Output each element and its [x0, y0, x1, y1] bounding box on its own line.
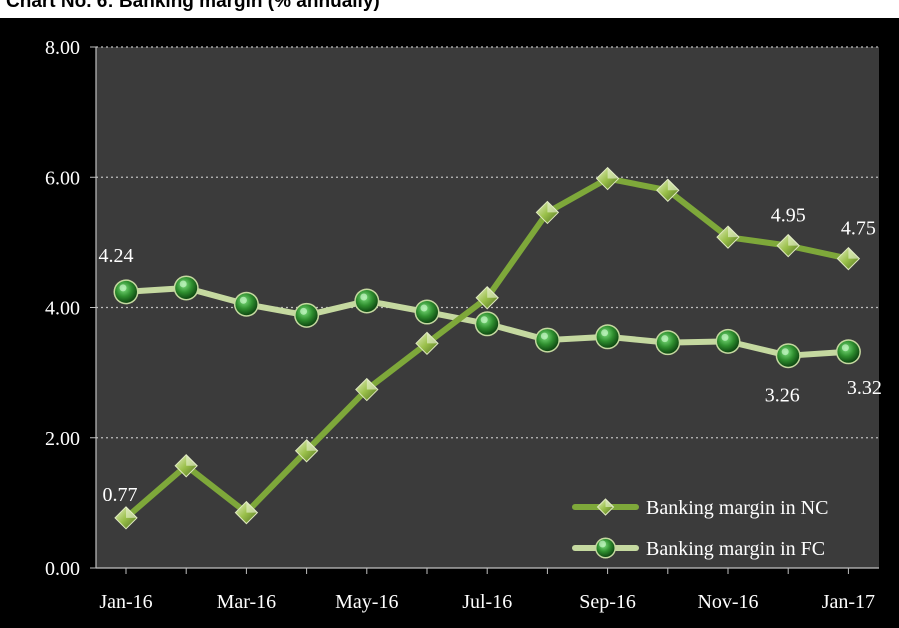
data-point-nc: [535, 200, 560, 225]
data-point-fc: [414, 299, 440, 325]
data-point-nc: [294, 439, 319, 463]
data-point-nc: [355, 377, 379, 402]
data-labels: 0.77 4.95 4.75 4.24 3.26 3.32: [99, 205, 882, 506]
data-label: 3.26: [765, 385, 800, 407]
data-point-fc: [534, 327, 560, 353]
y-tick-label: 2.00: [45, 428, 80, 450]
chart-title: Chart No. 6: Banking margin (% annually): [6, 0, 380, 12]
x-axis-ticks: Jan-16 Mar-16 May-16 Jul-16 Sep-16 Nov-16 Jan-…: [99, 568, 875, 613]
series-group: [113, 166, 861, 530]
x-tick-label: Jul-16: [462, 591, 512, 613]
data-point-nc: [415, 331, 439, 356]
data-point-fc: [233, 291, 259, 317]
data-label: 4.24: [99, 245, 134, 267]
legend-item-nc: Banking margin in NC: [572, 497, 828, 519]
legend-marker-fc: [595, 537, 616, 559]
y-tick-label: 8.00: [45, 37, 80, 59]
data-point-fc: [294, 302, 320, 328]
x-tick-label: Jan-16: [99, 591, 152, 613]
data-point-fc: [775, 343, 801, 369]
data-label: 4.95: [771, 205, 806, 227]
x-tick-label: Mar-16: [217, 591, 277, 613]
data-point-fc: [113, 279, 139, 305]
data-label: 3.32: [847, 377, 882, 399]
data-point-fc: [835, 339, 861, 365]
data-point-nc: [836, 246, 861, 271]
legend-label: Banking margin in FC: [646, 538, 825, 560]
y-axis-ticks: 0.00 2.00 4.00 6.00 8.00: [45, 37, 96, 580]
x-tick-label: May-16: [335, 591, 398, 613]
y-tick-label: 4.00: [45, 298, 80, 320]
x-tick-label: Nov-16: [697, 591, 758, 613]
data-point-fc: [715, 328, 741, 354]
data-point-fc: [354, 288, 380, 314]
data-point-nc: [475, 286, 499, 310]
y-tick-label: 6.00: [45, 167, 80, 189]
data-label: 4.75: [841, 218, 876, 240]
y-tick-label: 0.00: [45, 558, 80, 580]
data-point-fc: [474, 311, 500, 337]
data-label: 0.77: [103, 484, 138, 506]
legend-marker-nc: [596, 498, 615, 516]
data-point-nc: [716, 225, 740, 249]
data-point-fc: [655, 330, 681, 356]
data-point-nc: [234, 500, 259, 525]
x-tick-label: Jan-17: [822, 591, 875, 613]
data-point-nc: [174, 454, 198, 478]
legend: Banking margin in NC Banking margin in FC: [572, 497, 828, 560]
data-point-nc: [114, 506, 138, 530]
x-tick-label: Sep-16: [579, 591, 636, 613]
data-point-nc: [776, 233, 800, 258]
data-point-nc: [595, 166, 620, 191]
title-strip: Chart No. 6: Banking margin (% annually): [0, 0, 899, 18]
data-point-fc: [173, 275, 199, 301]
data-point-fc: [595, 324, 621, 350]
legend-label: Banking margin in NC: [646, 497, 828, 519]
legend-item-fc: Banking margin in FC: [572, 537, 825, 560]
data-point-nc: [656, 178, 680, 202]
